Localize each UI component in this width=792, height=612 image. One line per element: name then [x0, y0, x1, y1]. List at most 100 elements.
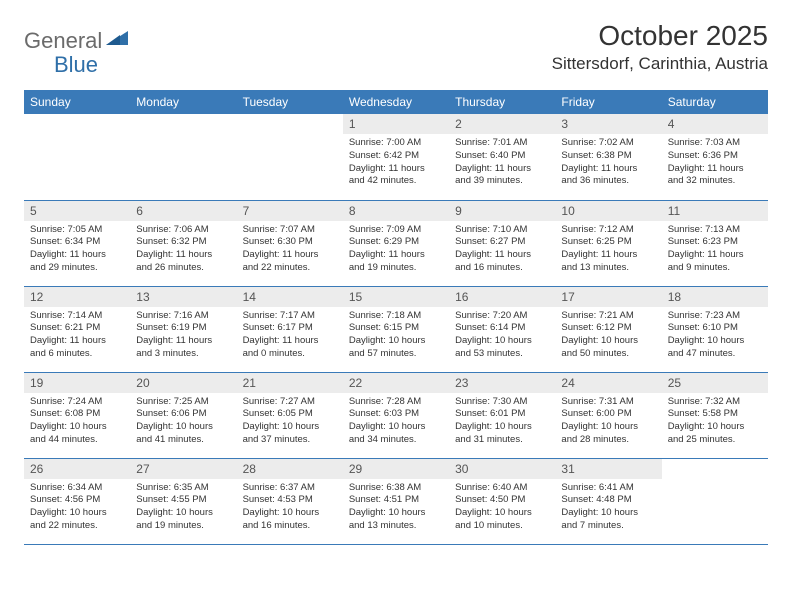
day-details: Sunrise: 7:31 AMSunset: 6:00 PMDaylight:… — [555, 393, 661, 451]
sunrise-text: Sunrise: 6:38 AM — [349, 482, 443, 495]
sunset-text: Sunset: 6:34 PM — [30, 236, 124, 249]
sunrise-text: Sunrise: 6:34 AM — [30, 482, 124, 495]
sunrise-text: Sunrise: 7:25 AM — [136, 396, 230, 409]
sunset-text: Sunset: 6:01 PM — [455, 408, 549, 421]
daylight-text: Daylight: 10 hours and 10 minutes. — [455, 507, 549, 533]
day-details: Sunrise: 7:25 AMSunset: 6:06 PMDaylight:… — [130, 393, 236, 451]
brand-triangle-icon — [106, 29, 128, 50]
day-details: Sunrise: 6:37 AMSunset: 4:53 PMDaylight:… — [237, 479, 343, 537]
sunset-text: Sunset: 6:08 PM — [30, 408, 124, 421]
daylight-text: Daylight: 10 hours and 37 minutes. — [243, 421, 337, 447]
calendar-day-cell: 10Sunrise: 7:12 AMSunset: 6:25 PMDayligh… — [555, 200, 661, 286]
calendar-day-cell: 28Sunrise: 6:37 AMSunset: 4:53 PMDayligh… — [237, 458, 343, 544]
sunrise-text: Sunrise: 7:16 AM — [136, 310, 230, 323]
calendar-day-cell: 7Sunrise: 7:07 AMSunset: 6:30 PMDaylight… — [237, 200, 343, 286]
daylight-text: Daylight: 10 hours and 19 minutes. — [136, 507, 230, 533]
title-block: October 2025 Sittersdorf, Carinthia, Aus… — [552, 20, 768, 74]
day-number: 9 — [449, 201, 555, 221]
day-number — [237, 114, 343, 120]
day-number: 19 — [24, 373, 130, 393]
daylight-text: Daylight: 11 hours and 19 minutes. — [349, 249, 443, 275]
weekday-header: Monday — [130, 90, 236, 114]
sunrise-text: Sunrise: 7:32 AM — [668, 396, 762, 409]
sunrise-text: Sunrise: 7:21 AM — [561, 310, 655, 323]
weekday-header: Tuesday — [237, 90, 343, 114]
calendar-day-cell: 24Sunrise: 7:31 AMSunset: 6:00 PMDayligh… — [555, 372, 661, 458]
calendar-day-cell: 18Sunrise: 7:23 AMSunset: 6:10 PMDayligh… — [662, 286, 768, 372]
sunrise-text: Sunrise: 7:02 AM — [561, 137, 655, 150]
calendar-day-cell: 2Sunrise: 7:01 AMSunset: 6:40 PMDaylight… — [449, 114, 555, 200]
daylight-text: Daylight: 10 hours and 57 minutes. — [349, 335, 443, 361]
calendar-day-cell: 3Sunrise: 7:02 AMSunset: 6:38 PMDaylight… — [555, 114, 661, 200]
sunset-text: Sunset: 6:40 PM — [455, 150, 549, 163]
sunrise-text: Sunrise: 7:10 AM — [455, 224, 549, 237]
day-number: 12 — [24, 287, 130, 307]
calendar-week-row: 1Sunrise: 7:00 AMSunset: 6:42 PMDaylight… — [24, 114, 768, 200]
sunrise-text: Sunrise: 6:35 AM — [136, 482, 230, 495]
calendar-day-cell: 11Sunrise: 7:13 AMSunset: 6:23 PMDayligh… — [662, 200, 768, 286]
day-details: Sunrise: 7:28 AMSunset: 6:03 PMDaylight:… — [343, 393, 449, 451]
calendar-day-cell: 26Sunrise: 6:34 AMSunset: 4:56 PMDayligh… — [24, 458, 130, 544]
calendar-day-cell: 31Sunrise: 6:41 AMSunset: 4:48 PMDayligh… — [555, 458, 661, 544]
sunset-text: Sunset: 6:12 PM — [561, 322, 655, 335]
day-number: 3 — [555, 114, 661, 134]
sunset-text: Sunset: 6:29 PM — [349, 236, 443, 249]
day-number: 25 — [662, 373, 768, 393]
calendar-table: Sunday Monday Tuesday Wednesday Thursday… — [24, 90, 768, 545]
day-details: Sunrise: 7:24 AMSunset: 6:08 PMDaylight:… — [24, 393, 130, 451]
sunset-text: Sunset: 6:23 PM — [668, 236, 762, 249]
sunrise-text: Sunrise: 7:23 AM — [668, 310, 762, 323]
sunset-text: Sunset: 4:51 PM — [349, 494, 443, 507]
sunrise-text: Sunrise: 6:37 AM — [243, 482, 337, 495]
daylight-text: Daylight: 11 hours and 3 minutes. — [136, 335, 230, 361]
day-details: Sunrise: 6:38 AMSunset: 4:51 PMDaylight:… — [343, 479, 449, 537]
day-number: 29 — [343, 459, 449, 479]
sunset-text: Sunset: 6:38 PM — [561, 150, 655, 163]
calendar-day-cell: 22Sunrise: 7:28 AMSunset: 6:03 PMDayligh… — [343, 372, 449, 458]
sunset-text: Sunset: 6:14 PM — [455, 322, 549, 335]
calendar-week-row: 26Sunrise: 6:34 AMSunset: 4:56 PMDayligh… — [24, 458, 768, 544]
day-details: Sunrise: 7:18 AMSunset: 6:15 PMDaylight:… — [343, 307, 449, 365]
day-details: Sunrise: 6:34 AMSunset: 4:56 PMDaylight:… — [24, 479, 130, 537]
day-details: Sunrise: 7:02 AMSunset: 6:38 PMDaylight:… — [555, 134, 661, 192]
daylight-text: Daylight: 11 hours and 42 minutes. — [349, 163, 443, 189]
daylight-text: Daylight: 10 hours and 44 minutes. — [30, 421, 124, 447]
day-details: Sunrise: 7:12 AMSunset: 6:25 PMDaylight:… — [555, 221, 661, 279]
daylight-text: Daylight: 10 hours and 28 minutes. — [561, 421, 655, 447]
sunset-text: Sunset: 6:19 PM — [136, 322, 230, 335]
daylight-text: Daylight: 10 hours and 34 minutes. — [349, 421, 443, 447]
sunrise-text: Sunrise: 7:03 AM — [668, 137, 762, 150]
daylight-text: Daylight: 11 hours and 13 minutes. — [561, 249, 655, 275]
day-number: 13 — [130, 287, 236, 307]
calendar-day-cell: 13 Sunrise: 7:16 AMSunset: 6:19 PMDayligh… — [130, 286, 236, 372]
day-number: 22 — [343, 373, 449, 393]
day-number: 16 — [449, 287, 555, 307]
day-details: Sunrise: 6:41 AMSunset: 4:48 PMDaylight:… — [555, 479, 661, 537]
day-details: Sunrise: 7:20 AMSunset: 6:14 PMDaylight:… — [449, 307, 555, 365]
sunset-text: Sunset: 6:42 PM — [349, 150, 443, 163]
day-number: 7 — [237, 201, 343, 221]
day-details: Sunrise: 7:05 AMSunset: 6:34 PMDaylight:… — [24, 221, 130, 279]
sunset-text: Sunset: 4:56 PM — [30, 494, 124, 507]
sunrise-text: Sunrise: 7:06 AM — [136, 224, 230, 237]
calendar-day-cell: 4Sunrise: 7:03 AMSunset: 6:36 PMDaylight… — [662, 114, 768, 200]
calendar-day-cell: 6Sunrise: 7:06 AMSunset: 6:32 PMDaylight… — [130, 200, 236, 286]
location: Sittersdorf, Carinthia, Austria — [552, 54, 768, 74]
weekday-header: Wednesday — [343, 90, 449, 114]
calendar-day-cell: 1Sunrise: 7:00 AMSunset: 6:42 PMDaylight… — [343, 114, 449, 200]
day-number: 18 — [662, 287, 768, 307]
day-number: 4 — [662, 114, 768, 134]
daylight-text: Daylight: 11 hours and 0 minutes. — [243, 335, 337, 361]
brand-part2: Blue — [54, 52, 98, 78]
day-number: 21 — [237, 373, 343, 393]
day-details: Sunrise: 7:21 AMSunset: 6:12 PMDaylight:… — [555, 307, 661, 365]
daylight-text: Daylight: 11 hours and 36 minutes. — [561, 163, 655, 189]
day-number: 28 — [237, 459, 343, 479]
brand-sub: Blue — [54, 44, 98, 78]
day-details: Sunrise: 7:30 AMSunset: 6:01 PMDaylight:… — [449, 393, 555, 451]
day-number — [24, 114, 130, 120]
daylight-text: Daylight: 11 hours and 26 minutes. — [136, 249, 230, 275]
day-details: Sunrise: 7:07 AMSunset: 6:30 PMDaylight:… — [237, 221, 343, 279]
weekday-header: Saturday — [662, 90, 768, 114]
calendar-day-cell: 16Sunrise: 7:20 AMSunset: 6:14 PMDayligh… — [449, 286, 555, 372]
